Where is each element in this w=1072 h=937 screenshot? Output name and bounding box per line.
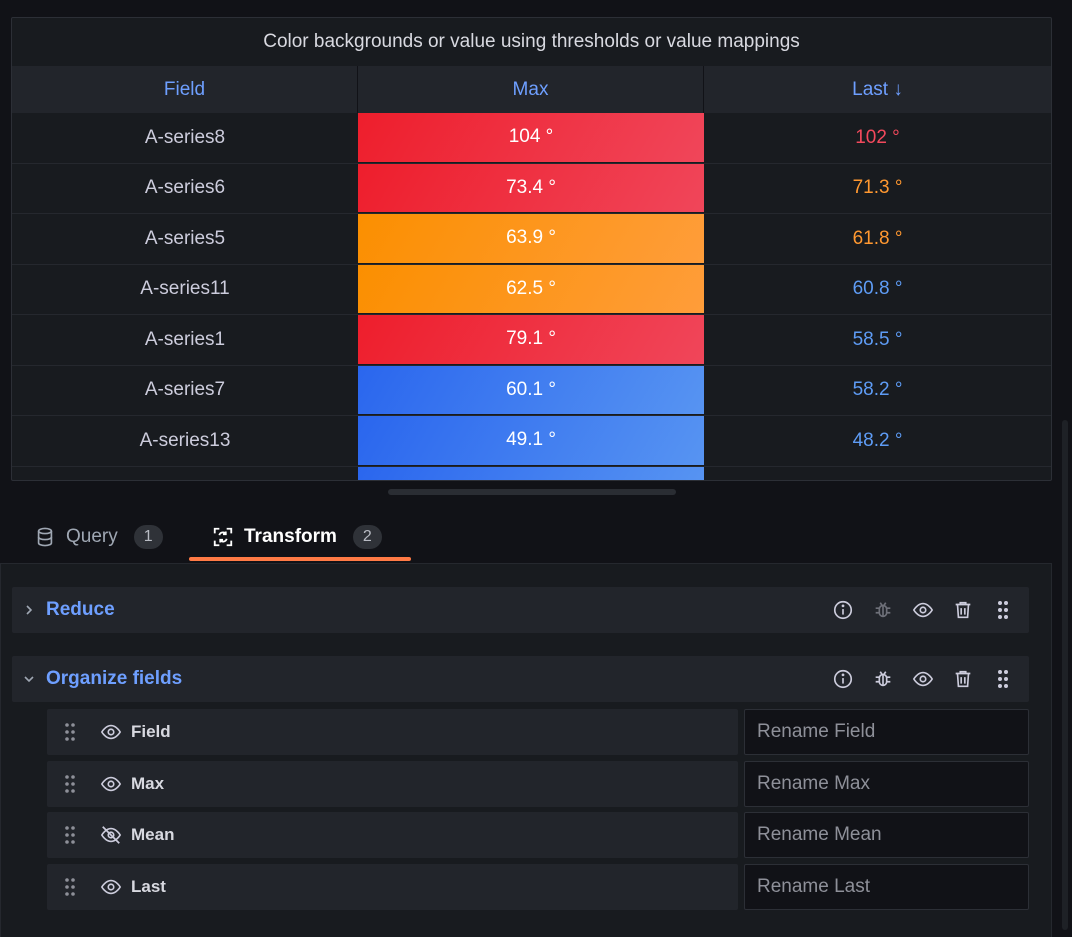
tab-query[interactable]: Query 1 [34, 512, 163, 562]
cell-max: 49.1 ° [358, 416, 704, 466]
cell-max: 60.1 ° [358, 365, 704, 415]
tab-transform-label: Transform [244, 526, 337, 547]
column-header-field[interactable]: Field [12, 66, 358, 113]
organize-field-row: Field [47, 709, 1029, 755]
cell-last: 102 ° [855, 126, 900, 148]
debug-icon[interactable] [871, 598, 895, 622]
tab-transform[interactable]: Transform 2 [212, 512, 382, 562]
rename-field-input[interactable] [744, 709, 1029, 755]
info-icon[interactable] [831, 598, 855, 622]
transform-editor: Reduce Organize fields [0, 563, 1052, 937]
cell-last: 58.5 ° [852, 328, 903, 350]
cell-max: 63.9 ° [358, 214, 704, 264]
organize-field-row: Mean [47, 812, 1029, 858]
editor-tabs: Query 1 Transform 2 [0, 512, 1072, 564]
rename-last-input[interactable] [744, 864, 1029, 910]
cell-field: A-series1 [144, 328, 226, 350]
trash-icon[interactable] [951, 598, 975, 622]
tab-query-label: Query [66, 526, 118, 547]
drag-handle-icon[interactable] [991, 667, 1015, 691]
eye-icon[interactable] [93, 876, 129, 898]
cell-field: A-series13 [139, 429, 231, 451]
transform-organize-title[interactable]: Organize fields [46, 668, 183, 689]
transform-reduce-title[interactable]: Reduce [46, 599, 115, 620]
field-name: Field [131, 722, 171, 741]
rename-max-input[interactable] [744, 761, 1029, 807]
cell-max: 73.4 ° [358, 163, 704, 213]
drag-handle-icon[interactable] [47, 773, 93, 795]
table-row: A-series5 63.9 ° 61.8 ° [12, 214, 1051, 265]
cell-field-partial [12, 467, 358, 481]
eye-icon[interactable] [93, 773, 129, 795]
database-icon [34, 526, 56, 548]
debug-icon[interactable] [871, 667, 895, 691]
table-panel: Color backgrounds or value using thresho… [11, 17, 1052, 481]
column-header-max[interactable]: Max [358, 66, 704, 113]
transform-reduce-header[interactable]: Reduce [12, 587, 1029, 633]
field-name: Max [131, 774, 165, 793]
table-row: A-series8 104 ° 102 ° [12, 113, 1051, 164]
active-tab-indicator [189, 557, 411, 561]
cell-last-partial [704, 467, 1051, 481]
rename-mean-input[interactable] [744, 812, 1029, 858]
table-row: A-series7 60.1 ° 58.2 ° [12, 365, 1051, 416]
cell-last: 61.8 ° [852, 227, 903, 249]
transform-organize-actions [831, 656, 1015, 702]
drag-handle-icon[interactable] [47, 876, 93, 898]
cell-max: 104 ° [358, 113, 704, 163]
eye-icon[interactable] [911, 598, 935, 622]
table-body: A-series8 104 ° 102 ° A-series6 73.4 ° 7… [12, 113, 1051, 481]
column-header-last[interactable]: Last ↓ [852, 79, 903, 100]
panel-title: Color backgrounds or value using thresho… [263, 31, 800, 52]
cell-field: A-series11 [140, 278, 230, 300]
field-item-last: Last [47, 864, 738, 910]
cell-max: 79.1 ° [358, 315, 704, 365]
cell-last: 58.2 ° [852, 379, 903, 401]
cell-field: A-series8 [144, 126, 226, 148]
cell-last: 60.8 ° [852, 278, 903, 300]
table-row-partial [12, 466, 1051, 481]
organize-field-row: Max [47, 761, 1029, 807]
field-item-mean: Mean [47, 812, 738, 858]
cell-field: A-series7 [144, 379, 226, 401]
vertical-scrollbar[interactable] [1062, 420, 1068, 930]
horizontal-scrollbar[interactable] [388, 489, 676, 495]
transform-count-badge: 2 [352, 525, 382, 549]
cell-last: 48.2 ° [852, 429, 903, 451]
field-item-field: Field [47, 709, 738, 755]
field-name: Mean [131, 825, 175, 844]
eye-icon[interactable] [93, 721, 129, 743]
eye-slash-icon[interactable] [93, 824, 129, 846]
trash-icon[interactable] [951, 667, 975, 691]
cell-field: A-series6 [144, 177, 226, 199]
transform-organize-header[interactable]: Organize fields [12, 656, 1029, 702]
info-icon[interactable] [831, 667, 855, 691]
cell-max: 62.5 ° [358, 264, 704, 314]
chevron-right-icon[interactable] [12, 604, 46, 616]
organize-field-row: Last [47, 864, 1029, 910]
table-header: Field Max Last ↓ [12, 66, 1051, 113]
cell-last: 71.3 ° [852, 177, 903, 199]
drag-handle-icon[interactable] [991, 598, 1015, 622]
transform-icon [212, 526, 234, 548]
eye-icon[interactable] [911, 667, 935, 691]
cell-field: A-series5 [144, 227, 226, 249]
chevron-down-icon[interactable] [12, 673, 46, 685]
drag-handle-icon[interactable] [47, 824, 93, 846]
table-row: A-series11 62.5 ° 60.8 ° [12, 264, 1051, 315]
query-count-badge: 1 [133, 525, 163, 549]
field-item-max: Max [47, 761, 738, 807]
drag-handle-icon[interactable] [47, 721, 93, 743]
table-row: A-series1 79.1 ° 58.5 ° [12, 315, 1051, 366]
table-row: A-series13 49.1 ° 48.2 ° [12, 416, 1051, 467]
transform-reduce-actions [831, 587, 1015, 633]
cell-max-partial [358, 466, 704, 480]
field-name: Last [131, 877, 166, 896]
table-row: A-series6 73.4 ° 71.3 ° [12, 163, 1051, 214]
